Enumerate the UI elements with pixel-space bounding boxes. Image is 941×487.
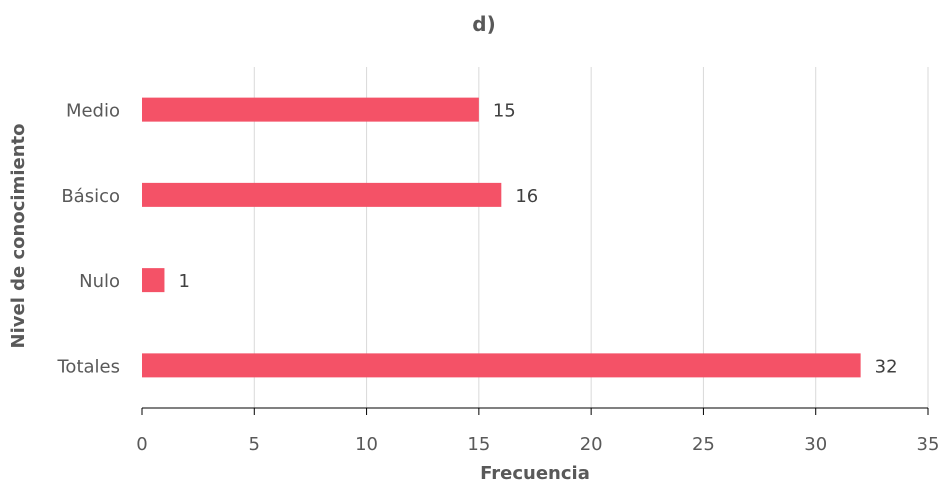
x-tick-label: 20 — [580, 434, 603, 455]
data-label: 32 — [875, 356, 898, 377]
x-tick-label: 0 — [136, 434, 147, 455]
data-label: 1 — [178, 271, 189, 292]
x-tick-label: 25 — [692, 434, 715, 455]
x-tick-label: 35 — [917, 434, 940, 455]
category-label: Nulo — [79, 271, 120, 292]
category-labels: Medio Básico Nulo Totales — [57, 101, 121, 378]
chart-title: d) — [472, 12, 495, 36]
x-tick-label: 5 — [249, 434, 260, 455]
bars — [142, 97, 861, 378]
bar — [142, 182, 502, 207]
y-axis-title: Nivel de conocimiento — [8, 124, 29, 349]
data-label: 16 — [515, 186, 538, 207]
x-axis-ticks: 0 5 10 15 20 25 30 35 — [136, 408, 939, 455]
x-tick-label: 10 — [355, 434, 378, 455]
data-labels: 15 16 1 32 — [178, 101, 897, 378]
category-label: Medio — [66, 101, 120, 122]
x-axis-title: Frecuencia — [480, 463, 590, 483]
x-tick-label: 15 — [467, 434, 490, 455]
x-tick-label: 30 — [804, 434, 827, 455]
bar — [142, 97, 479, 122]
data-label: 15 — [493, 101, 516, 122]
gridlines — [253, 67, 929, 408]
category-label: Totales — [57, 356, 121, 377]
bar — [142, 268, 165, 293]
bar — [142, 353, 861, 378]
category-label: Básico — [61, 186, 120, 207]
